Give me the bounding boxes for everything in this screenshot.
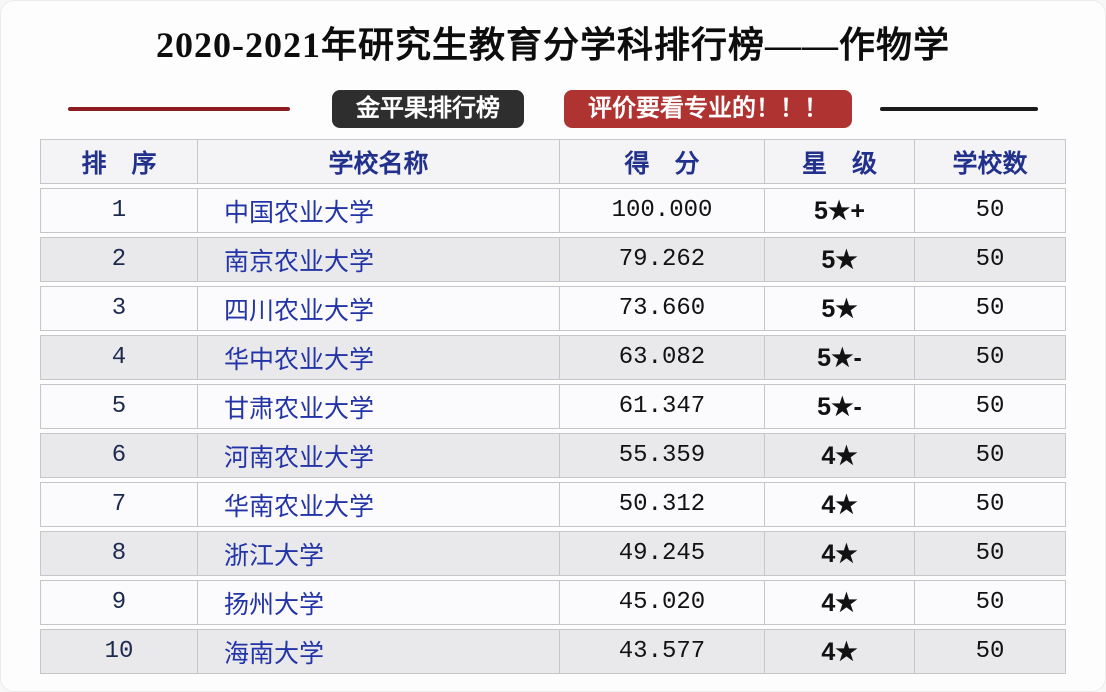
- rank-cell: 7: [40, 482, 198, 527]
- school-cell: 扬州大学: [198, 580, 560, 625]
- score-cell: 61.347: [560, 384, 765, 429]
- page-title: 2020-2021年研究生教育分学科排行榜——作物学: [156, 25, 950, 65]
- table-row: 6 河南农业大学 55.359 4★ 50: [40, 433, 1066, 478]
- school-cell: 甘肃农业大学: [198, 384, 560, 429]
- rank-cell: 3: [40, 286, 198, 331]
- rank-cell: 10: [40, 629, 198, 674]
- school-cell: 海南大学: [198, 629, 560, 674]
- score-cell: 63.082: [560, 335, 765, 380]
- rank-cell: 5: [40, 384, 198, 429]
- stars-cell: 5★+: [765, 188, 915, 233]
- header-score: 得 分: [560, 139, 765, 184]
- score-cell: 100.000: [560, 188, 765, 233]
- table-row: 4 华中农业大学 63.082 5★- 50: [40, 335, 1066, 380]
- table-row: 3 四川农业大学 73.660 5★ 50: [40, 286, 1066, 331]
- stars-cell: 5★-: [765, 384, 915, 429]
- school-cell: 华中农业大学: [198, 335, 560, 380]
- header-count: 学校数: [915, 139, 1066, 184]
- ranking-table-header: 排 序 学校名称 得 分 星 级 学校数: [40, 139, 1066, 184]
- rank-cell: 1: [40, 188, 198, 233]
- count-cell: 50: [915, 188, 1066, 233]
- brand-badge: 金平果排行榜: [332, 90, 524, 128]
- table-row: 9 扬州大学 45.020 4★ 50: [40, 580, 1066, 625]
- header-rank: 排 序: [40, 139, 198, 184]
- school-cell: 中国农业大学: [198, 188, 560, 233]
- score-cell: 79.262: [560, 237, 765, 282]
- stars-cell: 5★: [765, 286, 915, 331]
- school-cell: 华南农业大学: [198, 482, 560, 527]
- table-row: 8 浙江大学 49.245 4★ 50: [40, 531, 1066, 576]
- header-school: 学校名称: [198, 139, 560, 184]
- count-cell: 50: [915, 335, 1066, 380]
- count-cell: 50: [915, 629, 1066, 674]
- count-cell: 50: [915, 286, 1066, 331]
- school-cell: 河南农业大学: [198, 433, 560, 478]
- score-cell: 43.577: [560, 629, 765, 674]
- slogan-badge: 评价要看专业的！！！: [564, 90, 852, 128]
- score-cell: 73.660: [560, 286, 765, 331]
- score-cell: 55.359: [560, 433, 765, 478]
- table-row: 7 华南农业大学 50.312 4★ 50: [40, 482, 1066, 527]
- school-cell: 四川农业大学: [198, 286, 560, 331]
- table-row: 5 甘肃农业大学 61.347 5★- 50: [40, 384, 1066, 429]
- count-cell: 50: [915, 384, 1066, 429]
- stars-cell: 4★: [765, 482, 915, 527]
- school-cell: 南京农业大学: [198, 237, 560, 282]
- table-row: 10 海南大学 43.577 4★ 50: [40, 629, 1066, 674]
- table-row: 1 中国农业大学 100.000 5★+ 50: [40, 188, 1066, 233]
- badge-row: 金平果排行榜 评价要看专业的！！！: [0, 90, 1106, 128]
- stars-cell: 4★: [765, 531, 915, 576]
- stars-cell: 4★: [765, 629, 915, 674]
- score-cell: 49.245: [560, 531, 765, 576]
- score-cell: 45.020: [560, 580, 765, 625]
- count-cell: 50: [915, 237, 1066, 282]
- rank-cell: 9: [40, 580, 198, 625]
- header-row: 排 序 学校名称 得 分 星 级 学校数: [40, 139, 1066, 184]
- school-cell: 浙江大学: [198, 531, 560, 576]
- stars-cell: 4★: [765, 433, 915, 478]
- ranking-table: 排 序 学校名称 得 分 星 级 学校数 1 中国农业大学 100.000 5★+ 50…: [40, 135, 1066, 678]
- stars-cell: 5★-: [765, 335, 915, 380]
- header-stars: 星 级: [765, 139, 915, 184]
- stars-cell: 5★: [765, 237, 915, 282]
- ranking-table-body: 1 中国农业大学 100.000 5★+ 50 2 南京农业大学 79.262 5★ 50 3 四川农…: [40, 188, 1066, 674]
- rank-cell: 6: [40, 433, 198, 478]
- rank-cell: 2: [40, 237, 198, 282]
- rank-cell: 4: [40, 335, 198, 380]
- count-cell: 50: [915, 482, 1066, 527]
- count-cell: 50: [915, 531, 1066, 576]
- right-divider-line: [880, 107, 1038, 111]
- left-divider-line: [68, 107, 290, 111]
- stars-cell: 4★: [765, 580, 915, 625]
- table-row: 2 南京农业大学 79.262 5★ 50: [40, 237, 1066, 282]
- count-cell: 50: [915, 433, 1066, 478]
- count-cell: 50: [915, 580, 1066, 625]
- rank-cell: 8: [40, 531, 198, 576]
- score-cell: 50.312: [560, 482, 765, 527]
